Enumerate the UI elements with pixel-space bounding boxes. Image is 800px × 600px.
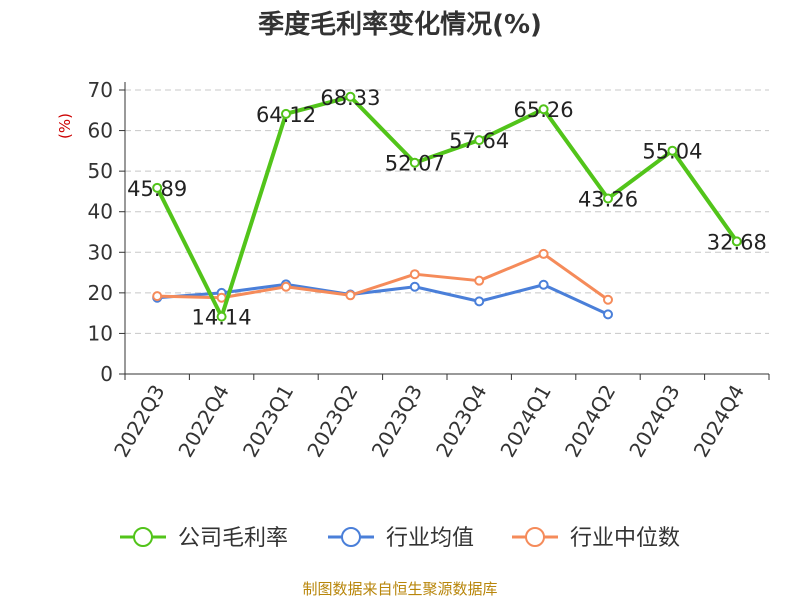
data-label: 14.14 [192, 306, 252, 330]
y-tick-label: 30 [88, 240, 113, 264]
data-label: 57.64 [449, 129, 509, 153]
data-point [345, 91, 356, 102]
x-tick-label: 2023Q2 [302, 381, 362, 462]
x-tick-label: 2022Q4 [173, 381, 233, 462]
data-point [538, 248, 549, 259]
legend-label: 行业均值 [386, 526, 474, 551]
x-tick-label: 2024Q2 [560, 381, 620, 462]
x-tick-label: 2022Q3 [109, 381, 169, 462]
x-tick-label: 2024Q1 [495, 381, 555, 462]
y-tick-label: 70 [88, 78, 113, 102]
data-label: 45.89 [127, 177, 187, 201]
x-tick-label: 2023Q1 [238, 381, 298, 462]
legend-marker [133, 527, 153, 547]
y-tick-label: 40 [88, 200, 113, 224]
data-label: 52.07 [385, 152, 445, 176]
data-point [731, 236, 742, 247]
legend-label: 公司毛利率 [178, 526, 288, 551]
legend-label: 行业中位数 [570, 526, 680, 551]
series-line [157, 282, 609, 316]
x-tick-label: 2024Q3 [624, 381, 684, 462]
x-tick-label: 2024Q4 [689, 381, 749, 462]
data-point [216, 292, 227, 303]
x-tick-label: 2023Q4 [431, 381, 491, 462]
data-point [667, 145, 678, 156]
data-point [538, 104, 549, 115]
data-point [409, 281, 420, 292]
data-point [409, 157, 420, 168]
data-point [474, 135, 485, 146]
y-axis-label: (%) [56, 113, 74, 139]
data-label: 55.04 [642, 140, 702, 164]
data-point [474, 275, 485, 286]
data-point [603, 193, 613, 204]
source-note: 制图数据来自恒生聚源数据库 [302, 580, 498, 598]
data-point [603, 309, 613, 320]
series-line [155, 94, 739, 319]
data-point [345, 290, 356, 301]
y-tick-label: 50 [88, 159, 113, 183]
data-point [152, 182, 163, 193]
x-tick-label: 2023Q3 [367, 381, 427, 462]
y-tick-label: 20 [88, 281, 113, 305]
data-point [603, 294, 613, 305]
data-label: 32.68 [707, 230, 767, 254]
data-point [152, 291, 163, 302]
data-point [281, 281, 291, 292]
data-point [216, 311, 227, 322]
data-label: 43.26 [578, 187, 638, 211]
data-point [474, 296, 485, 307]
data-label: 64.12 [256, 103, 316, 127]
data-point [281, 108, 291, 119]
chart-title: 季度毛利率变化情况(%) [258, 10, 542, 40]
data-label: 65.26 [514, 98, 574, 122]
legend-marker [341, 527, 361, 547]
y-tick-label: 0 [100, 362, 113, 386]
y-tick-label: 60 [88, 119, 113, 143]
legend-marker [525, 527, 545, 547]
series-line [157, 252, 609, 301]
data-label: 68.33 [320, 86, 380, 110]
y-tick-label: 10 [88, 321, 113, 345]
data-point [409, 269, 420, 280]
data-point [538, 279, 549, 290]
